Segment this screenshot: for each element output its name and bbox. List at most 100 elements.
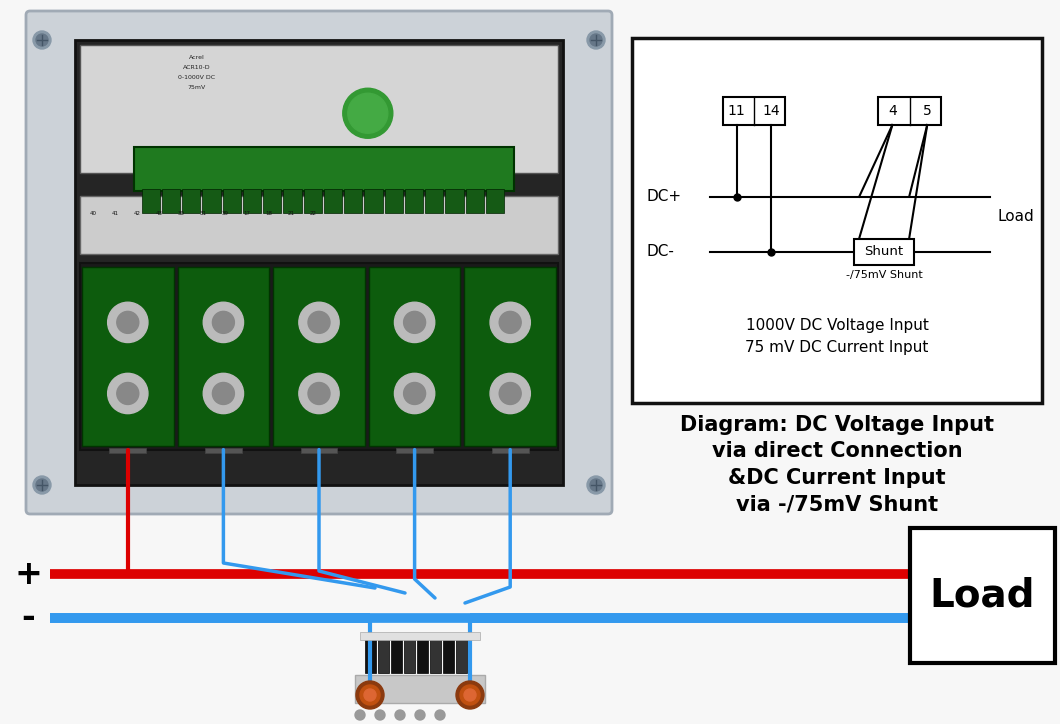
Bar — [369, 266, 460, 445]
Text: -/75mV Shunt: -/75mV Shunt — [846, 269, 922, 279]
Bar — [80, 195, 558, 253]
Circle shape — [590, 479, 602, 491]
Circle shape — [490, 302, 530, 342]
Circle shape — [395, 710, 405, 720]
Circle shape — [356, 681, 384, 709]
Circle shape — [212, 382, 234, 405]
Text: 5: 5 — [923, 104, 932, 118]
Text: DC-: DC- — [647, 244, 675, 259]
Bar — [303, 189, 322, 214]
Bar — [485, 189, 505, 214]
Bar — [404, 635, 416, 673]
Circle shape — [108, 302, 148, 342]
Circle shape — [108, 374, 148, 413]
Bar — [178, 266, 269, 445]
Circle shape — [490, 374, 530, 413]
Text: ACR10-D: ACR10-D — [183, 64, 211, 70]
Text: 21: 21 — [287, 211, 295, 216]
Circle shape — [36, 34, 48, 46]
Bar — [134, 147, 514, 191]
Circle shape — [117, 382, 139, 405]
Text: 41: 41 — [111, 211, 119, 216]
Text: 17: 17 — [244, 211, 250, 216]
Bar — [142, 189, 160, 214]
Text: 75mV: 75mV — [188, 85, 206, 90]
Bar — [263, 189, 281, 214]
Text: Acrel: Acrel — [189, 55, 205, 60]
Circle shape — [299, 374, 339, 413]
Bar — [360, 632, 480, 640]
Circle shape — [375, 710, 385, 720]
Bar — [75, 40, 563, 485]
Circle shape — [394, 302, 435, 342]
Circle shape — [587, 31, 605, 49]
Bar — [405, 189, 423, 214]
Text: 14: 14 — [762, 104, 780, 118]
Bar — [391, 635, 402, 673]
Text: Load: Load — [997, 209, 1034, 224]
Bar — [162, 189, 180, 214]
Text: Diagram: DC Voltage Input
via direct Connection
&DC Current Input
via -/75mV Shu: Diagram: DC Voltage Input via direct Con… — [681, 415, 994, 514]
Text: 31: 31 — [199, 211, 207, 216]
Circle shape — [404, 382, 426, 405]
Bar — [223, 189, 241, 214]
Circle shape — [394, 374, 435, 413]
Text: DC+: DC+ — [647, 189, 683, 204]
Bar — [492, 447, 529, 452]
Circle shape — [499, 311, 522, 333]
Circle shape — [355, 710, 365, 720]
Bar — [723, 97, 785, 125]
Text: Load: Load — [930, 576, 1036, 615]
Bar — [456, 635, 467, 673]
Circle shape — [460, 685, 480, 705]
Bar — [80, 263, 558, 450]
Circle shape — [308, 382, 330, 405]
Circle shape — [464, 689, 476, 701]
Bar — [283, 189, 302, 214]
Bar — [82, 266, 174, 445]
Text: 43: 43 — [156, 211, 162, 216]
Text: 18: 18 — [265, 211, 272, 216]
Bar — [443, 635, 454, 673]
Bar — [425, 189, 443, 214]
Bar — [396, 447, 432, 452]
Bar — [365, 635, 376, 673]
Bar — [344, 189, 363, 214]
Circle shape — [404, 311, 426, 333]
Text: +: + — [14, 557, 42, 591]
Bar — [80, 45, 558, 174]
Circle shape — [212, 311, 234, 333]
Bar — [417, 635, 428, 673]
Text: 4: 4 — [888, 104, 897, 118]
Bar — [378, 635, 389, 673]
Circle shape — [204, 374, 244, 413]
Text: 40: 40 — [89, 211, 96, 216]
Bar — [355, 675, 485, 703]
Bar — [109, 447, 146, 452]
Text: 22: 22 — [310, 211, 317, 216]
Bar — [301, 447, 337, 452]
Bar — [273, 266, 365, 445]
Bar — [465, 189, 484, 214]
Bar — [243, 189, 261, 214]
Text: -: - — [21, 602, 35, 634]
Text: 1000V DC Voltage Input: 1000V DC Voltage Input — [745, 318, 929, 333]
Circle shape — [36, 479, 48, 491]
Bar — [202, 189, 220, 214]
Circle shape — [117, 311, 139, 333]
Bar — [385, 189, 403, 214]
Bar — [909, 528, 1055, 663]
Circle shape — [435, 710, 445, 720]
Circle shape — [299, 302, 339, 342]
Circle shape — [590, 34, 602, 46]
Circle shape — [456, 681, 484, 709]
Bar — [430, 635, 441, 673]
Bar — [324, 189, 342, 214]
Circle shape — [348, 93, 388, 133]
Circle shape — [587, 476, 605, 494]
Text: 11: 11 — [727, 104, 745, 118]
Text: 75 mV DC Current Input: 75 mV DC Current Input — [745, 340, 929, 355]
Bar — [632, 38, 1042, 403]
Text: 30: 30 — [177, 211, 184, 216]
Circle shape — [204, 302, 244, 342]
